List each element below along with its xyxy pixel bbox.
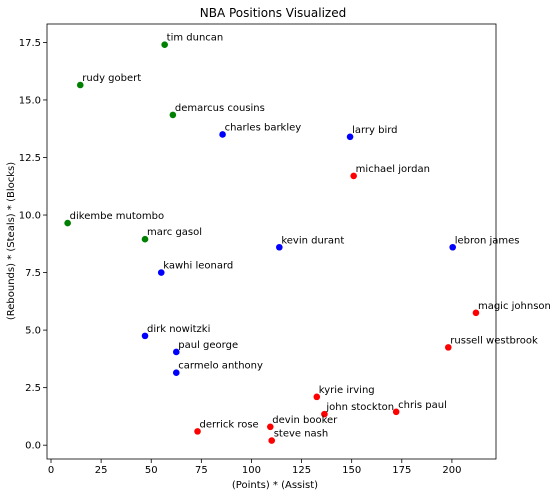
x-tick-label: 200 [442, 465, 461, 476]
x-axis: 0 25 50 75 100 125 150 175 200 [48, 459, 461, 476]
y-axis: 0.0 2.5 5.0 7.5 10.0 12.5 15.0 17.5 [19, 38, 47, 452]
data-point-label: john stockton [325, 402, 394, 413]
data-point [346, 133, 354, 141]
y-tick-label: 2.5 [25, 383, 41, 394]
y-axis-label: (Rebounds) * (Steals) * (Blocks) [6, 162, 17, 320]
plot-frame [46, 23, 497, 460]
data-point [172, 369, 180, 376]
data-point [321, 410, 328, 418]
data-point-label: demarcus cousins [175, 103, 265, 114]
x-tick-label: 175 [392, 465, 411, 476]
chart-title: NBA Positions Visualized [200, 6, 346, 20]
data-point [64, 219, 71, 227]
x-tick-label: 100 [242, 465, 261, 476]
x-tick-label: 125 [292, 465, 311, 476]
data-point-label: derrick rose [200, 419, 259, 430]
data-point [157, 269, 165, 276]
data-point [141, 235, 149, 243]
data-point [444, 344, 452, 351]
data-point [172, 348, 180, 356]
data-point-label: marc gasol [147, 227, 202, 238]
data-point-label: rudy gobert [82, 73, 141, 84]
x-tick-label: 75 [195, 465, 208, 476]
y-tick-label: 5.0 [25, 326, 41, 337]
data-point [449, 243, 457, 251]
data-point [350, 172, 357, 180]
y-tick-label: 7.5 [25, 268, 41, 279]
data-point-label: devin booker [272, 415, 338, 426]
data-point [266, 423, 274, 431]
data-point-label: dikembe mutombo [70, 211, 164, 222]
data-point [141, 332, 149, 340]
data-point [313, 393, 321, 401]
data-point [194, 428, 201, 435]
data-point [472, 309, 480, 317]
data-point-label: chris paul [398, 400, 447, 411]
data-point [268, 437, 276, 444]
x-tick-label: 0 [48, 465, 54, 476]
x-tick-label: 150 [342, 465, 361, 476]
data-point-label: charles barkley [225, 122, 302, 133]
data-point-label: kyrie irving [319, 385, 375, 396]
data-point [276, 243, 283, 251]
data-point-label: tim duncan [167, 33, 224, 44]
y-tick-label: 17.5 [19, 38, 41, 49]
data-point-label: magic johnson [478, 301, 551, 312]
data-point-label: steve nash [274, 429, 329, 440]
data-point [392, 408, 400, 416]
data-points: tim duncan rudy gobert demarcus cousins dik… [64, 33, 551, 444]
data-point [169, 111, 177, 119]
data-point-label: paul george [178, 340, 238, 351]
data-point-label: michael jordan [356, 164, 430, 175]
x-tick-label: 25 [95, 465, 108, 476]
x-axis-label: (Points) * (Assist) [232, 480, 318, 491]
x-tick-label: 50 [145, 465, 158, 476]
data-point-label: larry bird [352, 125, 397, 136]
data-point-label: lebron james [455, 235, 520, 246]
y-tick-label: 15.0 [19, 95, 41, 106]
data-point-label: kevin durant [281, 235, 344, 246]
y-tick-label: 10.0 [19, 211, 41, 222]
data-point-label: carmelo anthony [178, 361, 263, 372]
data-point-label: dirk nowitzki [147, 324, 210, 335]
data-point-label: russell westbrook [450, 335, 538, 346]
y-tick-label: 12.5 [19, 153, 41, 164]
data-point-label: kawhi leonard [163, 261, 233, 272]
data-point [161, 41, 168, 49]
data-point [76, 81, 84, 89]
y-tick-label: 0.0 [25, 441, 41, 452]
data-point [219, 131, 226, 138]
